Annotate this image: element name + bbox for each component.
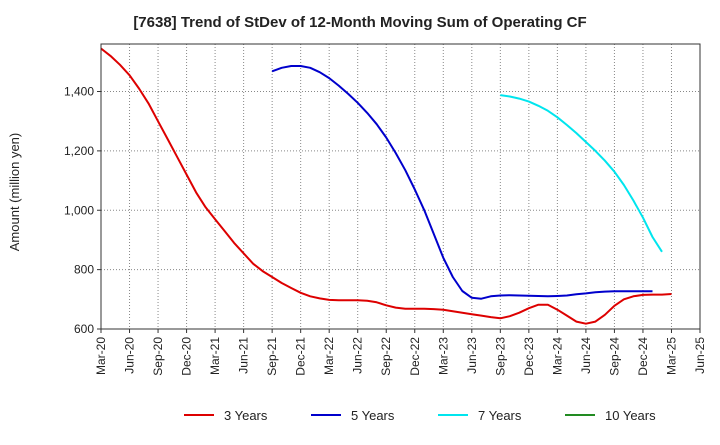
grid	[101, 44, 700, 329]
legend-label: 5 Years	[351, 408, 395, 423]
legend-label: 3 Years	[224, 408, 268, 423]
x-tick-label: Dec-21	[294, 337, 308, 376]
x-tick-label: Jun-23	[465, 337, 479, 374]
x-tick-label: Mar-23	[436, 337, 450, 375]
x-tick-label: Dec-22	[408, 337, 422, 376]
legend-label: 7 Years	[478, 408, 522, 423]
x-tick-label: Mar-21	[208, 337, 222, 375]
x-tick-label: Sep-21	[265, 337, 279, 376]
y-tick-label: 1,000	[64, 203, 94, 217]
y-ticks: 600 800 1,000 1,200 1,400	[64, 85, 101, 336]
y-tick-label: 1,400	[64, 85, 94, 99]
x-tick-label: Mar-25	[664, 337, 678, 375]
x-tick-label: Dec-24	[636, 337, 650, 376]
x-tick-label: Sep-24	[607, 337, 621, 376]
series-line-3-years	[100, 47, 672, 325]
x-tick-label: Sep-23	[493, 337, 507, 376]
x-ticks: Mar-20 Jun-20 Sep-20 Dec-20 Mar-21 Jun-21 Sep-…	[94, 329, 707, 376]
x-tick-label: Mar-20	[94, 337, 108, 375]
x-tick-label: Dec-23	[522, 337, 536, 376]
x-tick-label: Sep-20	[151, 337, 165, 376]
x-tick-label: Jun-20	[123, 337, 137, 374]
x-tick-label: Dec-20	[180, 337, 194, 376]
x-tick-label: Sep-22	[379, 337, 393, 376]
x-tick-label: Jun-21	[237, 337, 251, 374]
legend: 3 Years 5 Years 7 Years 10 Years	[184, 408, 656, 423]
x-tick-label: Jun-24	[579, 337, 593, 374]
series-line-7-years	[500, 94, 663, 253]
y-tick-label: 600	[74, 322, 94, 336]
y-tick-label: 800	[74, 263, 94, 277]
y-tick-label: 1,200	[64, 144, 94, 158]
chart-title: [7638] Trend of StDev of 12-Month Moving…	[133, 14, 586, 31]
y-axis-label: Amount (million yen)	[7, 133, 22, 252]
x-tick-label: Mar-22	[322, 337, 336, 375]
series-line-5-years	[271, 65, 653, 300]
series-layer	[100, 47, 672, 325]
x-tick-label: Jun-22	[351, 337, 365, 374]
x-tick-label: Mar-24	[550, 337, 564, 375]
x-tick-label: Jun-25	[693, 337, 707, 374]
legend-label: 10 Years	[605, 408, 656, 423]
plot-frame	[100, 43, 701, 330]
